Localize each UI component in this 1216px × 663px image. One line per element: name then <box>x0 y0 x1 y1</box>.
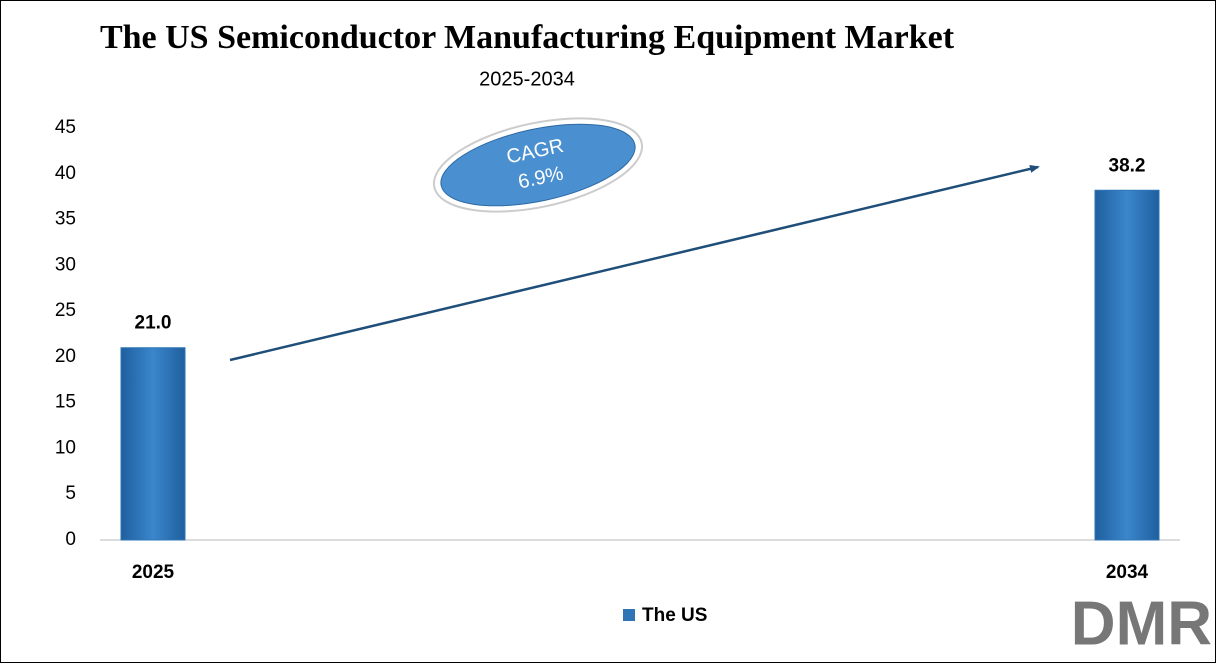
y-tick-label: 5 <box>65 483 76 504</box>
legend-label: The US <box>642 605 707 626</box>
cagr-badge: CAGR 6.9% <box>432 117 644 213</box>
bar <box>1094 189 1160 541</box>
chart-title: The US Semiconductor Manufacturing Equip… <box>100 19 955 56</box>
y-tick-label: 20 <box>55 346 76 367</box>
y-tick-label: 30 <box>55 254 76 275</box>
y-tick-label: 45 <box>55 117 76 138</box>
logo: DMR <box>1071 589 1212 658</box>
y-tick-label: 15 <box>55 392 76 413</box>
bar <box>120 347 186 541</box>
y-tick-label: 35 <box>55 209 76 230</box>
y-tick-label: 0 <box>65 529 76 550</box>
trend-arrow <box>229 164 1040 362</box>
x-tick-label: 2034 <box>1106 562 1149 583</box>
value-label: 38.2 <box>1109 155 1146 176</box>
value-label: 21.0 <box>135 313 172 334</box>
y-tick-label: 40 <box>55 163 76 184</box>
chart-subtitle: 2025-2034 <box>479 68 575 90</box>
y-tick-label: 10 <box>55 437 76 458</box>
x-tick-label: 2025 <box>132 562 175 583</box>
y-tick-label: 25 <box>55 300 76 321</box>
legend-swatch <box>623 609 635 621</box>
